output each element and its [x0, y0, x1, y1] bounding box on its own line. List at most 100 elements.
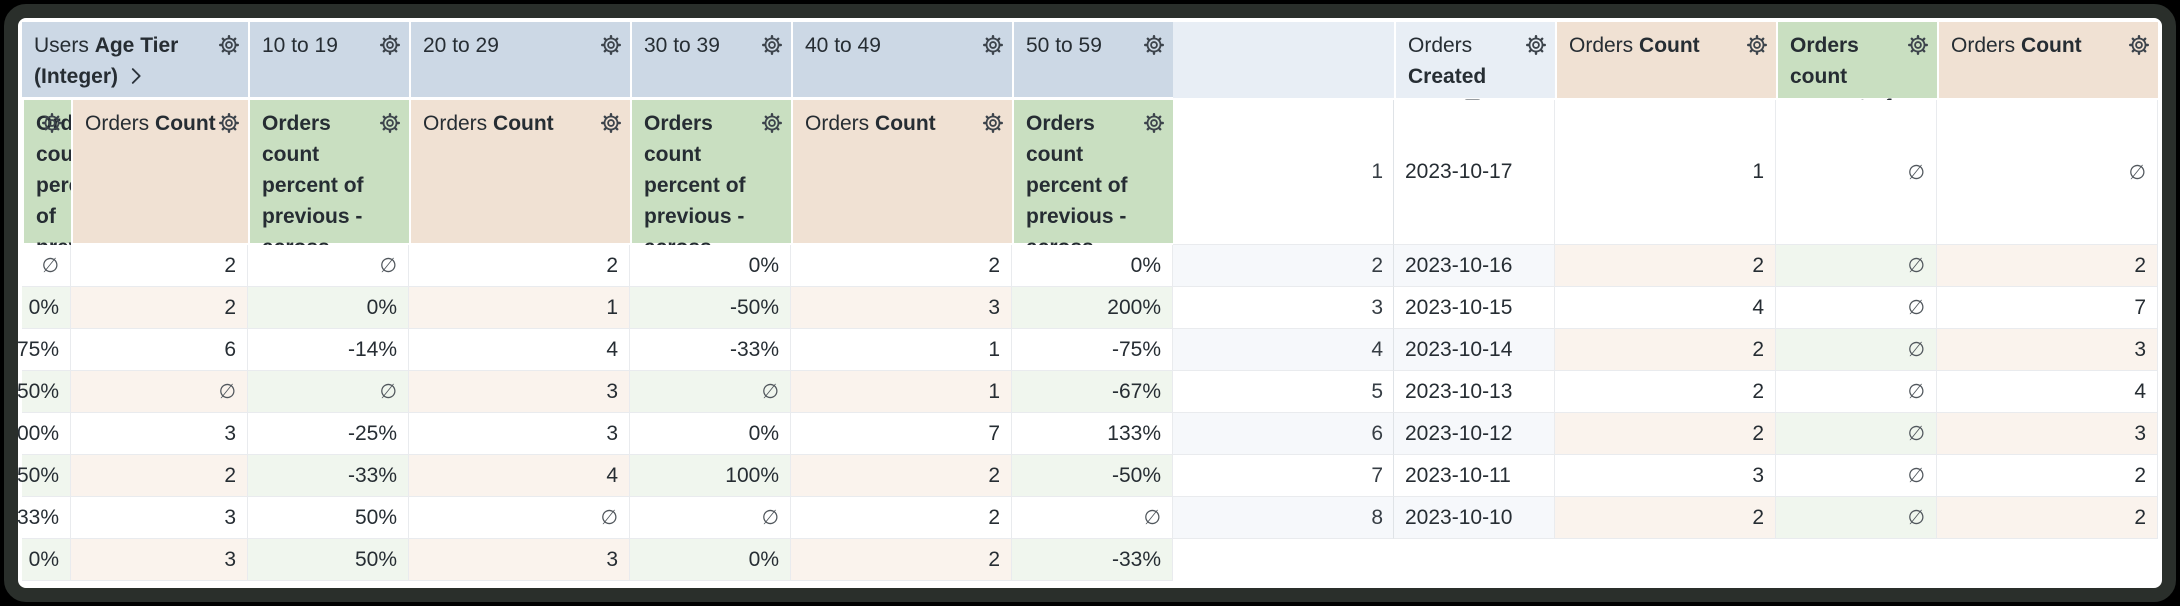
value-cell[interactable]: 2: [1555, 413, 1776, 455]
pivot-value-header-40-to-49[interactable]: 40 to 49: [791, 22, 1012, 100]
measure-header-orders-count[interactable]: Orders Count: [1555, 22, 1776, 100]
value-cell[interactable]: 1: [409, 287, 630, 329]
gear-icon[interactable]: [1905, 32, 1931, 58]
value-cell[interactable]: ∅: [248, 245, 409, 287]
value-cell[interactable]: ∅: [630, 371, 791, 413]
value-cell[interactable]: 2: [791, 539, 1012, 581]
pivot-value-header-50-to-59[interactable]: 50 to 59: [1012, 22, 1173, 100]
date-cell[interactable]: 2023-10-13: [1394, 371, 1555, 413]
value-cell[interactable]: 2: [1555, 245, 1776, 287]
value-cell[interactable]: 2: [1937, 497, 2158, 539]
pivot-field-header[interactable]: Users Age Tier (Integer): [22, 22, 248, 100]
value-cell[interactable]: 50%: [18, 455, 71, 497]
value-cell[interactable]: 4: [409, 329, 630, 371]
gear-icon[interactable]: [377, 110, 403, 136]
value-cell[interactable]: 0%: [1012, 245, 1173, 287]
gear-icon[interactable]: [1141, 32, 1167, 58]
value-cell[interactable]: 2: [71, 455, 248, 497]
value-cell[interactable]: 75%: [18, 329, 71, 371]
measure-header-percent-of-previous[interactable]: Orders count percent of previous - acros…: [22, 100, 124, 352]
value-cell[interactable]: ∅: [71, 371, 248, 413]
value-cell[interactable]: ∅: [1776, 245, 1937, 287]
value-cell[interactable]: 0%: [248, 287, 409, 329]
value-cell[interactable]: ∅: [248, 371, 409, 413]
value-cell[interactable]: ∅: [1776, 413, 1937, 455]
gear-icon[interactable]: [980, 110, 1006, 136]
pivot-value-header-20-to-29[interactable]: 20 to 29: [409, 22, 630, 100]
value-cell[interactable]: 3: [409, 371, 630, 413]
value-cell[interactable]: 3: [1937, 329, 2158, 371]
gear-icon[interactable]: [2126, 32, 2152, 58]
measure-header-orders-count[interactable]: Orders Count: [791, 100, 1012, 245]
value-cell[interactable]: 3: [791, 287, 1012, 329]
value-cell[interactable]: -33%: [18, 497, 71, 539]
value-cell[interactable]: -25%: [248, 413, 409, 455]
gear-icon[interactable]: [759, 32, 785, 58]
value-cell[interactable]: 3: [71, 539, 248, 581]
measure-header-percent-of-previous[interactable]: Orders count percent of previous - acros…: [630, 100, 791, 290]
value-cell[interactable]: 2: [1555, 497, 1776, 539]
value-cell[interactable]: -33%: [248, 455, 409, 497]
value-cell[interactable]: 3: [409, 539, 630, 581]
value-cell[interactable]: ∅: [1776, 100, 1937, 245]
value-cell[interactable]: 4: [1555, 287, 1776, 329]
date-cell[interactable]: 2023-10-16: [1394, 245, 1555, 287]
value-cell[interactable]: 7: [791, 413, 1012, 455]
value-cell[interactable]: ∅: [1776, 455, 1937, 497]
value-cell[interactable]: 100%: [18, 413, 71, 455]
date-cell[interactable]: 2023-10-14: [1394, 329, 1555, 371]
value-cell[interactable]: -14%: [248, 329, 409, 371]
value-cell[interactable]: ∅: [1776, 371, 1937, 413]
value-cell[interactable]: -75%: [1012, 329, 1173, 371]
value-cell[interactable]: 3: [409, 413, 630, 455]
value-cell[interactable]: 4: [409, 455, 630, 497]
value-cell[interactable]: ∅: [22, 245, 71, 287]
value-cell[interactable]: 0%: [22, 539, 71, 581]
pivot-value-header-30-to-39[interactable]: 30 to 39: [630, 22, 791, 100]
measure-header-percent-of-previous[interactable]: Orders count percent of previous - acros…: [1776, 22, 1937, 212]
gear-icon[interactable]: [39, 110, 65, 136]
value-cell[interactable]: 3: [1555, 455, 1776, 497]
value-cell[interactable]: 2: [1937, 245, 2158, 287]
value-cell[interactable]: 3: [71, 497, 248, 539]
value-cell[interactable]: ∅: [1776, 287, 1937, 329]
value-cell[interactable]: 1: [791, 371, 1012, 413]
measure-header-percent-of-previous[interactable]: Orders count percent of previous - acros…: [1012, 100, 1173, 290]
gear-icon[interactable]: [759, 110, 785, 136]
value-cell[interactable]: -33%: [630, 329, 791, 371]
measure-header-orders-count[interactable]: Orders Count: [71, 100, 248, 245]
value-cell[interactable]: 2: [71, 245, 248, 287]
value-cell[interactable]: ∅: [1776, 497, 1937, 539]
value-cell[interactable]: 1: [791, 329, 1012, 371]
value-cell[interactable]: 3: [71, 413, 248, 455]
value-cell[interactable]: 6: [71, 329, 248, 371]
gear-icon[interactable]: [216, 110, 242, 136]
gear-icon[interactable]: [980, 32, 1006, 58]
measure-header-percent-of-previous[interactable]: Orders count percent of previous - acros…: [248, 100, 409, 290]
value-cell[interactable]: 7: [1937, 287, 2158, 329]
measure-header-orders-count[interactable]: Orders Count: [409, 100, 630, 245]
value-cell[interactable]: 2: [791, 245, 1012, 287]
gear-icon[interactable]: [598, 32, 624, 58]
value-cell[interactable]: 0%: [630, 539, 791, 581]
value-cell[interactable]: 2: [409, 245, 630, 287]
value-cell[interactable]: 0%: [22, 287, 71, 329]
value-cell[interactable]: 50%: [248, 539, 409, 581]
gear-icon[interactable]: [216, 32, 242, 58]
value-cell[interactable]: ∅: [1776, 329, 1937, 371]
gear-icon[interactable]: [1744, 32, 1770, 58]
value-cell[interactable]: 50%: [248, 497, 409, 539]
value-cell[interactable]: 2: [791, 497, 1012, 539]
gear-icon[interactable]: [598, 110, 624, 136]
value-cell[interactable]: 50%: [18, 371, 71, 413]
value-cell[interactable]: 4: [1937, 371, 2158, 413]
pivot-value-header-10-to-19[interactable]: 10 to 19: [248, 22, 409, 100]
value-cell[interactable]: 3: [1937, 413, 2158, 455]
value-cell[interactable]: -50%: [1012, 455, 1173, 497]
value-cell[interactable]: 2: [1555, 329, 1776, 371]
value-cell[interactable]: -50%: [630, 287, 791, 329]
value-cell[interactable]: 100%: [630, 455, 791, 497]
value-cell[interactable]: 0%: [630, 413, 791, 455]
value-cell[interactable]: ∅: [409, 497, 630, 539]
gear-icon[interactable]: [1141, 110, 1167, 136]
